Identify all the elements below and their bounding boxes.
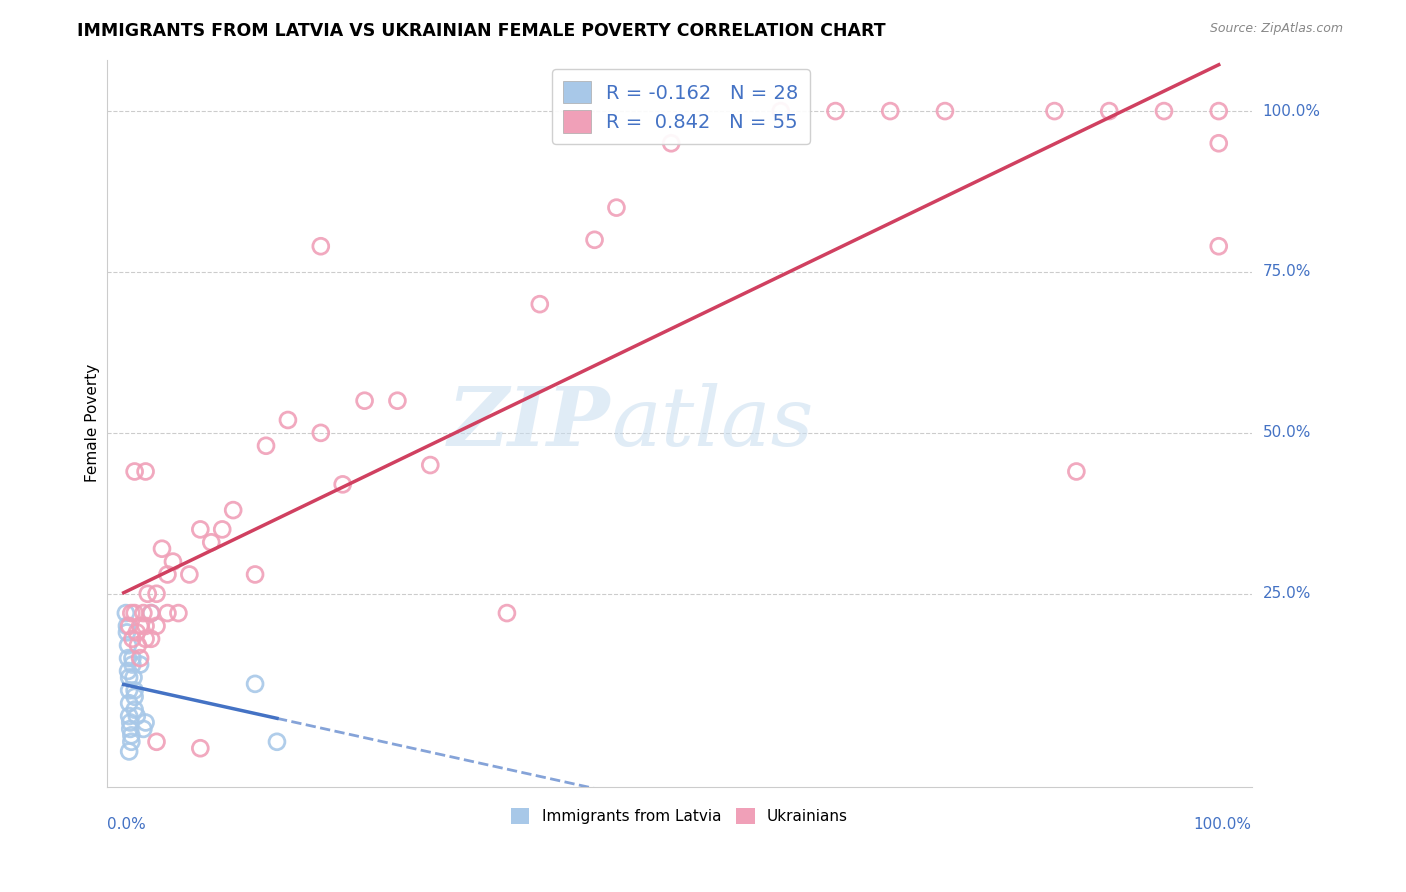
- Point: [117, 651, 139, 665]
- Point: [118, 744, 141, 758]
- Point: [121, 632, 143, 646]
- Text: 75.0%: 75.0%: [1263, 265, 1310, 279]
- Text: ZIP: ZIP: [449, 384, 610, 463]
- Point: [118, 696, 141, 710]
- Point: [121, 651, 143, 665]
- Point: [167, 606, 190, 620]
- Point: [118, 683, 141, 698]
- Point: [127, 638, 149, 652]
- Text: IMMIGRANTS FROM LATVIA VS UKRAINIAN FEMALE POVERTY CORRELATION CHART: IMMIGRANTS FROM LATVIA VS UKRAINIAN FEMA…: [77, 22, 886, 40]
- Point: [188, 523, 211, 537]
- Point: [132, 722, 155, 736]
- Point: [529, 297, 551, 311]
- Point: [583, 233, 606, 247]
- Point: [135, 632, 157, 646]
- Point: [332, 477, 354, 491]
- Point: [179, 567, 201, 582]
- Text: 100.0%: 100.0%: [1194, 817, 1251, 832]
- Point: [129, 651, 152, 665]
- Text: Source: ZipAtlas.com: Source: ZipAtlas.com: [1209, 22, 1343, 36]
- Point: [129, 657, 152, 672]
- Point: [1098, 104, 1121, 119]
- Point: [1208, 136, 1230, 151]
- Point: [135, 715, 157, 730]
- Point: [117, 664, 139, 678]
- Point: [120, 728, 142, 742]
- Point: [145, 735, 167, 749]
- Point: [117, 638, 139, 652]
- Point: [139, 632, 162, 646]
- Point: [659, 136, 682, 151]
- Point: [277, 413, 299, 427]
- Point: [125, 709, 148, 723]
- Point: [115, 606, 138, 620]
- Point: [115, 619, 138, 633]
- Text: 100.0%: 100.0%: [1263, 103, 1320, 119]
- Point: [419, 458, 441, 472]
- Point: [118, 670, 141, 684]
- Text: atlas: atlas: [610, 384, 813, 463]
- Point: [120, 715, 142, 730]
- Text: 50.0%: 50.0%: [1263, 425, 1310, 441]
- Point: [353, 393, 375, 408]
- Point: [243, 677, 266, 691]
- Point: [188, 741, 211, 756]
- Point: [120, 735, 142, 749]
- Y-axis label: Female Poverty: Female Poverty: [86, 364, 100, 483]
- Point: [1208, 104, 1230, 119]
- Point: [118, 709, 141, 723]
- Point: [124, 703, 146, 717]
- Point: [1208, 239, 1230, 253]
- Point: [605, 201, 627, 215]
- Point: [824, 104, 846, 119]
- Point: [222, 503, 245, 517]
- Point: [132, 606, 155, 620]
- Point: [121, 657, 143, 672]
- Point: [934, 104, 956, 119]
- Point: [387, 393, 409, 408]
- Point: [200, 535, 222, 549]
- Point: [120, 722, 142, 736]
- Text: 25.0%: 25.0%: [1263, 586, 1310, 601]
- Point: [211, 523, 233, 537]
- Point: [124, 683, 146, 698]
- Point: [1153, 104, 1175, 119]
- Point: [124, 606, 146, 620]
- Point: [879, 104, 901, 119]
- Point: [139, 606, 162, 620]
- Point: [129, 619, 152, 633]
- Point: [125, 625, 148, 640]
- Point: [115, 625, 138, 640]
- Point: [309, 425, 332, 440]
- Point: [769, 104, 792, 119]
- Point: [135, 619, 157, 633]
- Text: 0.0%: 0.0%: [107, 817, 146, 832]
- Point: [309, 239, 332, 253]
- Point: [124, 465, 146, 479]
- Point: [135, 465, 157, 479]
- Point: [496, 606, 519, 620]
- Point: [150, 541, 173, 556]
- Point: [136, 587, 159, 601]
- Point: [145, 619, 167, 633]
- Legend: Immigrants from Latvia, Ukrainians: Immigrants from Latvia, Ukrainians: [505, 802, 853, 830]
- Point: [1066, 465, 1088, 479]
- Point: [254, 439, 277, 453]
- Point: [124, 690, 146, 704]
- Point: [118, 619, 141, 633]
- Point: [122, 670, 145, 684]
- Point: [145, 587, 167, 601]
- Point: [120, 606, 142, 620]
- Point: [162, 555, 184, 569]
- Point: [156, 606, 179, 620]
- Point: [139, 606, 162, 620]
- Point: [266, 735, 288, 749]
- Point: [1043, 104, 1066, 119]
- Point: [156, 567, 179, 582]
- Point: [243, 567, 266, 582]
